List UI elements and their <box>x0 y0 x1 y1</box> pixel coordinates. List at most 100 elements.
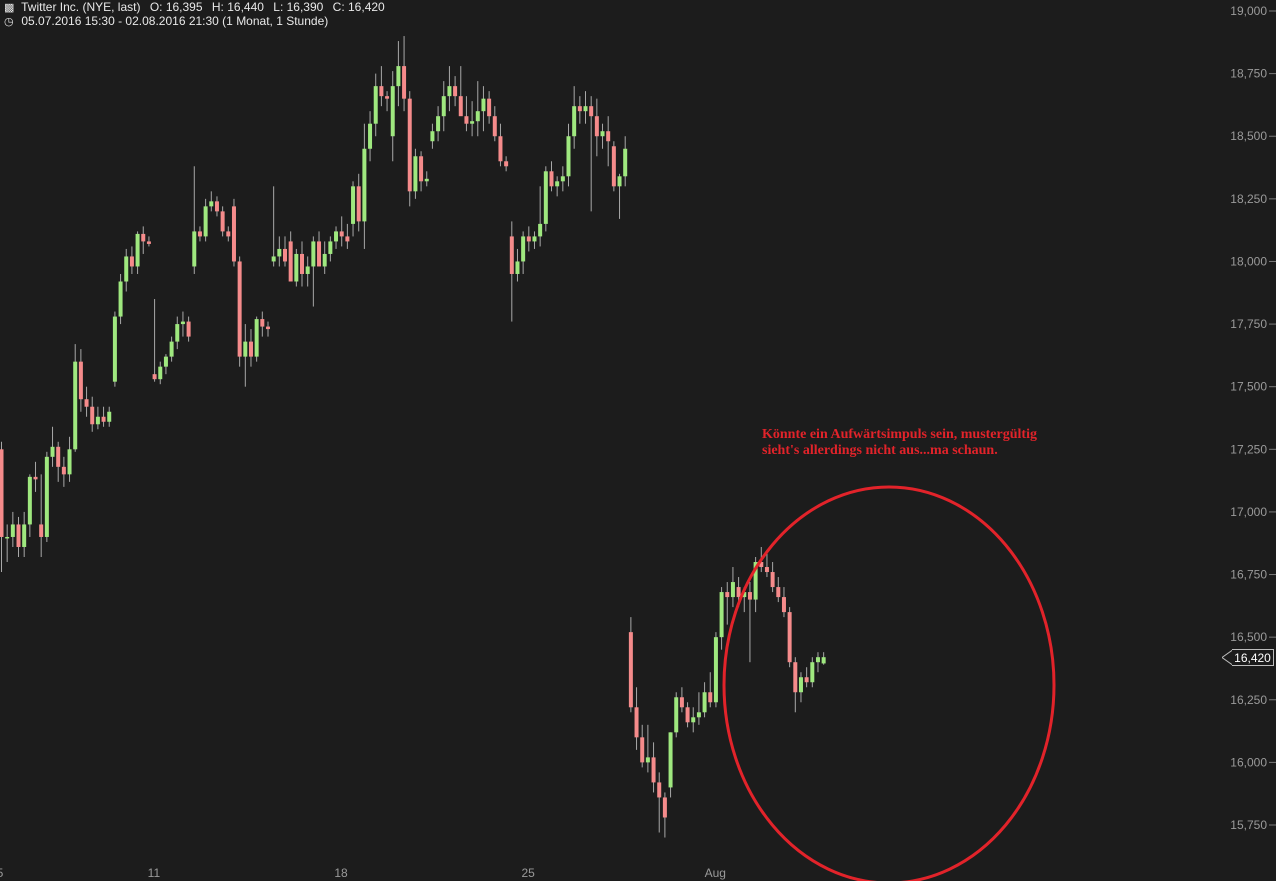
candle <box>634 687 639 750</box>
candle <box>265 321 270 337</box>
candle-body-up <box>362 148 367 222</box>
candle-body-down <box>317 241 322 267</box>
y-tick-label: 18,500 <box>1230 129 1267 143</box>
y-tick-label: 17,500 <box>1230 380 1267 394</box>
candle <box>549 161 554 192</box>
candle-body-down <box>152 374 157 380</box>
y-tick-label: 18,750 <box>1230 67 1267 81</box>
candle-body-up <box>396 66 401 87</box>
candle-body-up <box>798 677 803 693</box>
candle-body-up <box>572 106 577 137</box>
candle <box>118 273 123 325</box>
candle-body-up <box>475 111 480 122</box>
candle-body-up <box>532 236 537 242</box>
candle <box>243 324 248 387</box>
candle <box>793 657 798 713</box>
candle-body-up <box>713 637 718 703</box>
candle-body-up <box>373 86 378 124</box>
candle <box>702 682 707 718</box>
candle <box>572 86 577 149</box>
candle-body-down <box>492 116 497 137</box>
candle <box>781 587 786 618</box>
candle-body-down <box>197 231 202 237</box>
candle-body-up <box>617 176 622 187</box>
candle <box>158 361 163 385</box>
candle <box>56 441 61 482</box>
candle <box>560 166 565 192</box>
candle <box>237 256 242 367</box>
candle <box>294 248 299 287</box>
candle-body-down <box>453 86 458 97</box>
candle-body-up <box>158 366 163 380</box>
candle <box>33 461 38 492</box>
candle <box>424 171 429 187</box>
candle-body-up <box>67 449 72 475</box>
candle <box>141 226 146 254</box>
candle <box>22 511 27 558</box>
candle-body-up <box>521 236 526 262</box>
candle-body-down <box>549 171 554 187</box>
candle-body-down <box>640 737 645 763</box>
candle-body-down <box>419 156 424 182</box>
candle-body-up <box>815 657 820 663</box>
y-tick-label: 16,000 <box>1230 755 1267 769</box>
candle <box>226 226 231 242</box>
candle <box>611 141 616 192</box>
candle-body-down <box>651 757 656 783</box>
x-tick-label: 5 <box>0 866 4 880</box>
candle-body-up <box>328 241 333 254</box>
candle <box>163 354 168 375</box>
candle-body-down <box>283 248 287 262</box>
candle-body-up <box>112 316 117 382</box>
bars-icon: ▩ <box>4 2 15 14</box>
candle <box>543 166 548 232</box>
candle-body-down <box>464 116 469 124</box>
candle-body-down <box>764 567 769 573</box>
candle-body-up <box>696 712 701 718</box>
candle <box>623 136 628 187</box>
candle-body-up <box>691 717 696 723</box>
candle-body-down <box>33 476 38 480</box>
candle-body-down <box>770 572 775 588</box>
y-tick-label: 16,500 <box>1230 630 1267 644</box>
candle <box>713 632 718 708</box>
candle <box>679 687 684 713</box>
candle <box>413 148 418 199</box>
chart-header-line2: ◷ 05.07.2016 15:30 - 02.08.2016 21:30 (1… <box>4 14 328 29</box>
candle-body-up <box>180 321 185 325</box>
candle <box>674 692 679 738</box>
candle-body-down <box>214 201 219 212</box>
y-tick-label: 17,000 <box>1230 505 1267 519</box>
candle <box>152 299 157 382</box>
candle <box>407 91 412 207</box>
candle <box>214 196 219 217</box>
high-value: H: 16,440 <box>211 0 264 14</box>
candle-body-down <box>186 321 191 337</box>
candle <box>362 123 367 249</box>
candle <box>283 236 287 267</box>
candle-body-down <box>226 231 231 237</box>
candle <box>288 231 293 282</box>
candle <box>186 316 191 342</box>
candle <box>577 96 582 124</box>
candle <box>339 216 344 247</box>
candle <box>44 451 49 542</box>
annotation-circle <box>722 485 1056 881</box>
candle-body-down <box>606 131 611 142</box>
y-tick-label: 15,750 <box>1230 818 1267 832</box>
candle-body-down <box>504 161 509 167</box>
candle <box>220 206 225 237</box>
candle-body-up <box>305 266 310 274</box>
candle <box>487 91 492 124</box>
candle <box>101 406 106 427</box>
last-price-tag: 16,420 <box>1232 649 1274 666</box>
candle <box>515 248 520 282</box>
candle <box>470 101 475 137</box>
price-tag-arrow <box>1222 649 1234 666</box>
candle-body-up <box>10 524 15 537</box>
candle <box>300 241 305 287</box>
candle <box>124 248 129 292</box>
candle-body-down <box>0 449 4 537</box>
open-value: O: 16,395 <box>149 0 203 14</box>
